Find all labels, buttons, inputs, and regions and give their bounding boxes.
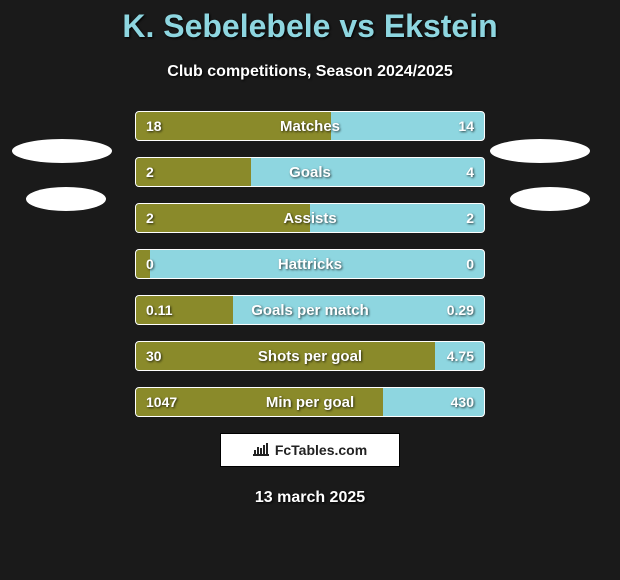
stat-value-right: 0.29 bbox=[447, 296, 474, 324]
team-badge-left-1 bbox=[12, 139, 112, 163]
stat-value-right: 14 bbox=[458, 112, 474, 140]
stat-row: 18Matches14 bbox=[135, 111, 485, 141]
stat-row: 30Shots per goal4.75 bbox=[135, 341, 485, 371]
stat-label: Hattricks bbox=[136, 250, 484, 278]
team-badge-right-2 bbox=[510, 187, 590, 211]
stat-label: Matches bbox=[136, 112, 484, 140]
stat-label: Goals per match bbox=[136, 296, 484, 324]
stat-value-right: 4.75 bbox=[447, 342, 474, 370]
stat-row: 2Goals4 bbox=[135, 157, 485, 187]
source-badge[interactable]: FcTables.com bbox=[220, 433, 400, 467]
stat-value-right: 2 bbox=[466, 204, 474, 232]
page-subtitle: Club competitions, Season 2024/2025 bbox=[0, 63, 620, 81]
stat-label: Min per goal bbox=[136, 388, 484, 416]
page-title: K. Sebelebele vs Ekstein bbox=[0, 0, 620, 45]
footer-date: 13 march 2025 bbox=[0, 489, 620, 507]
stat-label: Assists bbox=[136, 204, 484, 232]
stat-label: Shots per goal bbox=[136, 342, 484, 370]
source-badge-label: FcTables.com bbox=[275, 442, 367, 458]
team-badge-right-1 bbox=[490, 139, 590, 163]
team-badge-left-2 bbox=[26, 187, 106, 211]
stat-label: Goals bbox=[136, 158, 484, 186]
stat-value-right: 0 bbox=[466, 250, 474, 278]
comparison-chart: 18Matches142Goals42Assists20Hattricks00.… bbox=[0, 111, 620, 417]
stat-value-right: 430 bbox=[451, 388, 474, 416]
stat-row: 0.11Goals per match0.29 bbox=[135, 295, 485, 325]
stat-row: 0Hattricks0 bbox=[135, 249, 485, 279]
chart-icon bbox=[253, 442, 269, 458]
stat-value-right: 4 bbox=[466, 158, 474, 186]
stat-row: 1047Min per goal430 bbox=[135, 387, 485, 417]
stat-row: 2Assists2 bbox=[135, 203, 485, 233]
